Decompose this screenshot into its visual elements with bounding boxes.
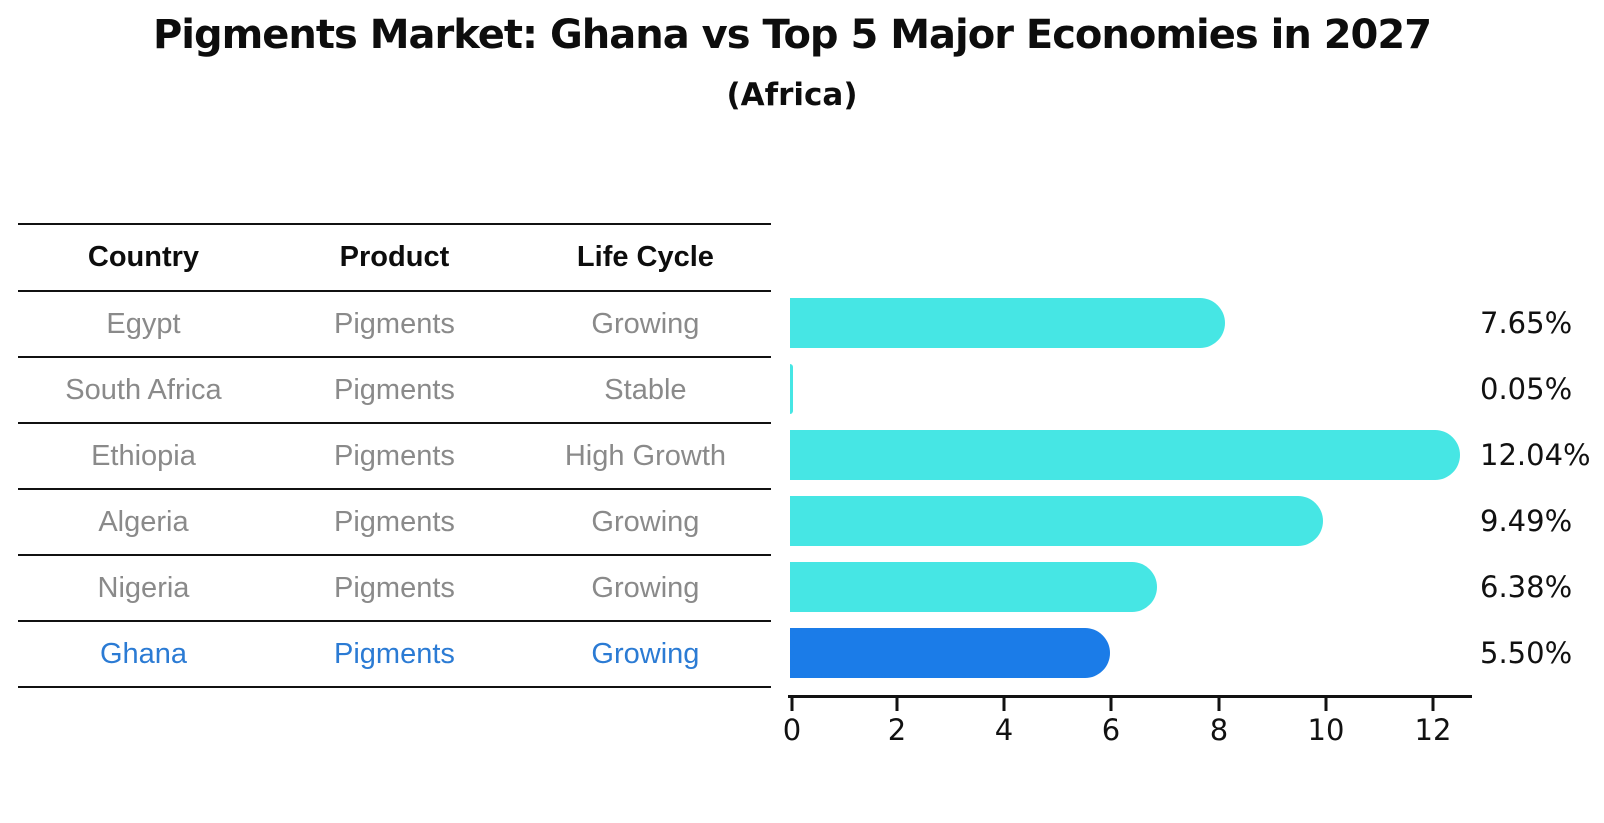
cell-country: Algeria <box>98 505 189 538</box>
x-axis-tick <box>1002 698 1006 711</box>
cell-life-cycle: Stable <box>604 373 687 406</box>
x-axis-tick <box>1431 698 1435 711</box>
cell-country: Nigeria <box>97 571 190 604</box>
table-row-ghana-highlighted: Ghana Pigments Growing <box>18 622 771 688</box>
cell-country: Ethiopia <box>91 439 196 472</box>
table-row: Egypt Pigments Growing <box>18 292 771 358</box>
x-axis-tick <box>895 698 899 711</box>
x-axis-tick-label: 0 <box>782 713 802 747</box>
cell-life-cycle: Growing <box>591 307 700 340</box>
table-row: South Africa Pigments Stable <box>18 358 771 424</box>
bar-value-label: 7.65% <box>1480 306 1573 340</box>
header-life-cycle: Life Cycle <box>576 241 714 273</box>
bar-value-label: 6.38% <box>1480 570 1573 604</box>
bar-nigeria <box>790 562 1157 612</box>
x-axis-tick <box>1324 698 1328 711</box>
cell-country: Egypt <box>106 307 181 340</box>
cell-life-cycle: Growing <box>591 505 700 538</box>
bar-value-label: 9.49% <box>1480 504 1573 538</box>
table-row: Nigeria Pigments Growing <box>18 556 771 622</box>
x-axis <box>788 695 1472 698</box>
bar-south-africa <box>790 364 793 414</box>
cell-product: Pigments <box>334 307 455 340</box>
bar-value-label: 5.50% <box>1480 636 1573 670</box>
cell-product: Pigments <box>334 571 455 604</box>
bar-value-label: 0.05% <box>1480 372 1573 406</box>
table-row: Ethiopia Pigments High Growth <box>18 424 771 490</box>
bar-value-label: 12.04% <box>1480 438 1591 472</box>
country-table: Country Product Life Cycle Egypt Pigment… <box>18 223 771 688</box>
x-axis-tick-label: 10 <box>1307 713 1345 747</box>
chart-title: Pigments Market: Ghana vs Top 5 Major Ec… <box>152 12 1432 58</box>
table-header-row: Country Product Life Cycle <box>18 225 771 292</box>
cell-product: Pigments <box>334 439 455 472</box>
cell-life-cycle: Growing <box>591 637 700 670</box>
table-row: Algeria Pigments Growing <box>18 490 771 556</box>
bar-ethiopia <box>790 430 1460 480</box>
cell-life-cycle: Growing <box>591 571 700 604</box>
header-product: Product <box>339 241 450 273</box>
cell-product: Pigments <box>334 637 455 670</box>
x-axis-tick <box>1217 698 1221 711</box>
x-axis-tick-label: 12 <box>1414 713 1452 747</box>
x-axis-tick <box>790 698 794 711</box>
cell-country: Ghana <box>99 637 188 670</box>
bar-egypt <box>790 298 1225 348</box>
x-axis-tick-label: 6 <box>1101 713 1121 747</box>
x-axis-tick-label: 2 <box>887 713 907 747</box>
cell-country: South Africa <box>65 373 222 406</box>
cell-life-cycle: High Growth <box>564 439 726 472</box>
x-axis-tick-label: 4 <box>994 713 1014 747</box>
bar-ghana-highlighted <box>790 628 1110 678</box>
header-country: Country <box>87 241 200 273</box>
bar-algeria <box>790 496 1323 546</box>
chart-subtitle: (Africa) <box>726 77 858 113</box>
x-axis-tick <box>1109 698 1113 711</box>
bar-chart: 7.65% 0.05% 12.04% 9.49% 6.38% 5.50% 0 2… <box>783 223 1604 823</box>
cell-product: Pigments <box>334 373 455 406</box>
x-axis-tick-label: 8 <box>1209 713 1229 747</box>
cell-product: Pigments <box>334 505 455 538</box>
